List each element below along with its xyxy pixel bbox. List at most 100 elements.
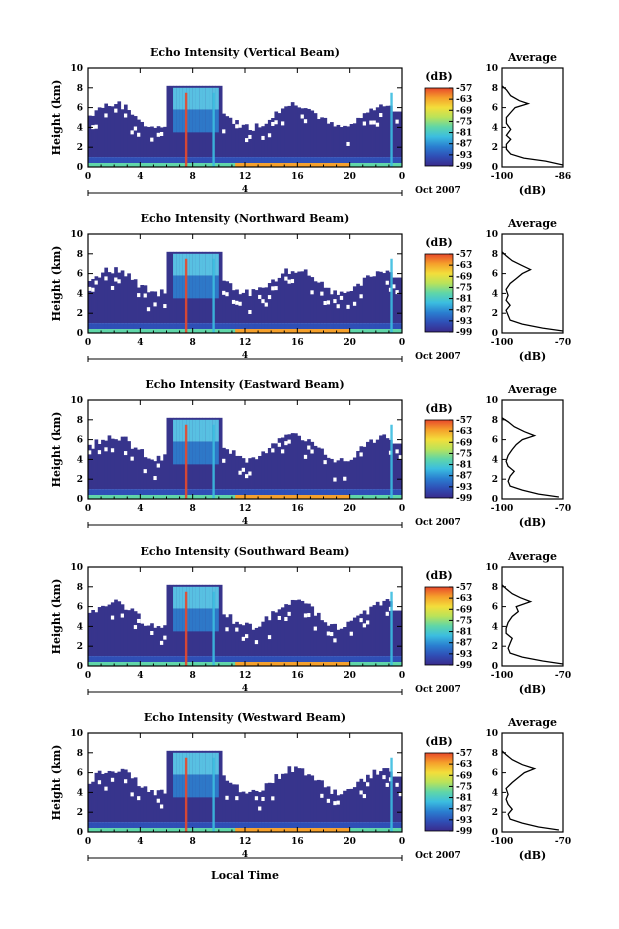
boundary-layer-cell [91,157,95,164]
echo-layer-cell [356,451,360,490]
echo-layer-cell [271,611,275,657]
boundary-layer-cell [313,157,318,164]
surface-echo-cell [114,828,118,832]
boundary-layer-cell [264,489,269,496]
surface-echo-cell [228,329,233,333]
colorbar-tick-label: -81 [456,461,472,471]
echo-layer-cell [362,781,367,823]
surface-echo-cell [222,662,226,666]
boundary-layer-cell [186,822,190,829]
surface-echo-cell [290,329,295,333]
boundary-layer-cell [372,822,377,829]
surface-echo-cell [375,329,380,333]
echo-layer-cell [107,106,112,158]
surface-echo-cell [153,828,158,832]
surface-echo-cell [189,329,194,333]
surface-echo-cell [163,329,167,333]
storm-mid-cell [182,441,187,465]
x-tick-label: 12 [239,671,252,681]
storm-mid-cell [182,109,187,133]
x-axis-label: Local Time [211,869,279,882]
echo-layer-cell [107,604,112,657]
surface-echo-cell [153,495,158,499]
boundary-layer-cell [104,157,109,164]
echo-layer-cell [127,441,131,490]
avg-y-tick-label: 2 [492,642,498,652]
boundary-layer-cell [176,489,180,496]
storm-core-cell [173,586,177,609]
panel-title: Echo Intensity (Vertical Beam) [150,46,340,59]
echo-gap [238,470,243,475]
echo-layer-cell [280,437,285,490]
echo-layer-cell [225,449,230,490]
surface-echo-cell [114,163,118,167]
surface-echo-cell [359,495,364,499]
boundary-layer-cell [271,323,275,330]
boundary-layer-cell [333,656,337,663]
echo-layer-cell [297,768,302,823]
echo-gap [130,792,135,797]
surface-echo-cell [169,662,174,666]
surface-echo-cell [316,828,321,832]
echo-layer-cell [366,441,370,490]
echo-gap [94,124,99,129]
echo-layer-cell [248,130,252,158]
boundary-layer-cell [375,489,380,496]
storm-core-cell [192,253,197,276]
boundary-layer-cell [176,822,180,829]
boundary-layer-cell [238,157,243,164]
surface-echo-cell [287,828,292,832]
echo-gap [153,302,158,307]
boundary-layer-cell [366,656,370,663]
echo-layer-cell [241,791,246,823]
surface-echo-cell [189,662,194,666]
colorbar-tick-label: -93 [456,317,472,327]
echo-layer-cell [352,787,357,823]
surface-echo-cell [88,163,92,167]
boundary-layer-cell [392,323,396,330]
avg-y-tick-label: 10 [485,396,498,406]
avg-y-tick-label: 2 [492,309,498,319]
boundary-layer-cell [199,489,203,496]
y-tick-label: 2 [77,475,83,485]
boundary-layer-cell [225,656,230,663]
boundary-layer-cell [300,157,305,164]
surface-echo-cell [294,329,298,333]
boundary-layer-cell [310,656,315,663]
echo-gap [159,640,164,645]
echo-layer-cell [290,433,295,490]
storm-core-cell [176,419,180,442]
colorbar [424,87,454,167]
boundary-layer-cell [274,157,279,164]
echo-gap [336,800,341,805]
surface-echo-cell [385,329,390,333]
boundary-layer-cell [395,157,400,164]
boundary-layer-cell [323,157,328,164]
boundary-layer-cell [202,489,207,496]
surface-echo-cell [323,329,328,333]
surface-echo-cell [137,828,141,832]
colorbar-tick-label: -93 [456,816,472,826]
boundary-layer-cell [107,656,112,663]
surface-echo-cell [372,828,377,832]
echo-gap [333,638,337,643]
boundary-layer-cell [398,822,403,829]
storm-core-cell [199,87,203,110]
echo-gap [235,300,239,305]
storm-mid-cell [199,608,203,632]
boundary-layer-cell [97,822,102,829]
surface-echo-cell [271,495,275,499]
surface-echo-cell [297,163,302,167]
y-tick-label: 8 [77,749,83,759]
boundary-layer-cell [176,656,180,663]
echo-layer-cell [290,271,295,324]
echo-layer-cell [261,126,266,158]
echo-layer-cell [238,792,243,823]
boundary-layer-cell [205,656,210,663]
echo-gap [280,121,285,126]
surface-echo-cell [173,662,177,666]
avg-x-tick-label: -100 [491,338,514,348]
boundary-layer-cell [117,157,122,164]
boundary-layer-cell [395,489,400,496]
average-x-label: (dB) [519,516,546,529]
